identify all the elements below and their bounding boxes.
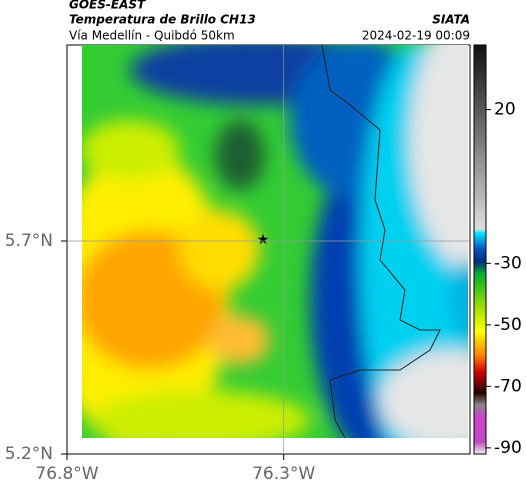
colorbar-tick-label: -50	[494, 315, 522, 335]
location-star: ★	[257, 232, 270, 248]
lon-tick-label: 76.8°W	[35, 464, 98, 484]
lat-tick-label: 5.7°N	[5, 231, 53, 251]
brightness-image	[82, 45, 468, 438]
lon-tick-label: 76.3°W	[252, 464, 315, 484]
title: Temperatura de Brillo CH13	[69, 13, 256, 27]
source: SIATA	[432, 13, 470, 27]
colorbar-tick-label: -90	[494, 438, 522, 458]
timestamp: 2024-02-19 00:09	[362, 29, 470, 43]
colorbar-tick-label: 20	[494, 100, 516, 120]
lat-tick-label: 5.2°N	[5, 444, 53, 464]
colorbar-tick-label: -30	[494, 253, 522, 273]
product: GOES-EAST	[69, 0, 146, 12]
coastline	[321, 45, 441, 438]
subtitle: Vía Medellín - Quibdó 50km	[69, 29, 235, 43]
colorbar-tick-label: -70	[494, 376, 522, 396]
colorbar	[473, 44, 487, 455]
